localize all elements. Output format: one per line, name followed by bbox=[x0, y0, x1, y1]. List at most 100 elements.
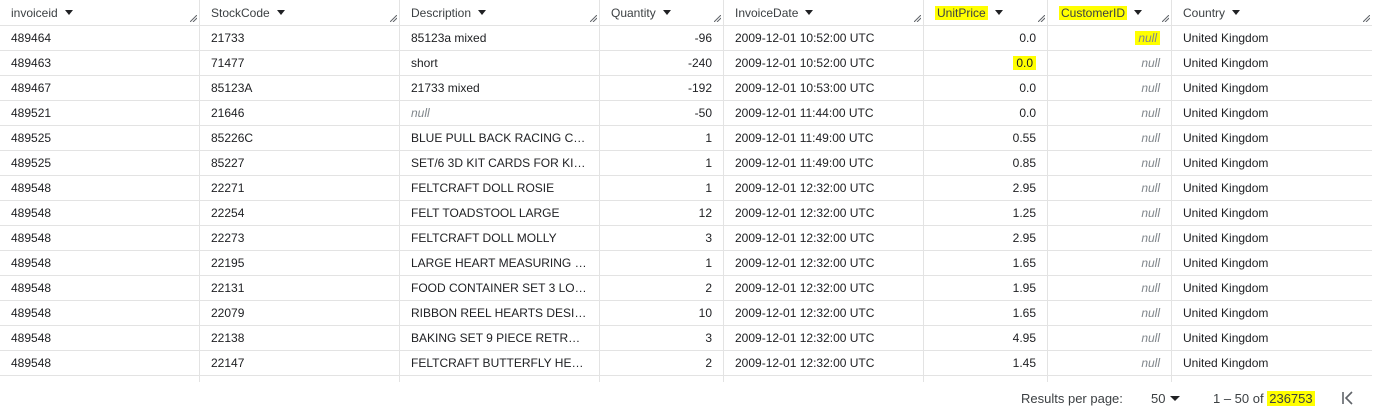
column-header-invoiceid[interactable]: invoiceid bbox=[0, 0, 200, 25]
cell-value: United Kingdom bbox=[1183, 206, 1269, 220]
table-row[interactable]: 489525 85226C BLUE PULL BACK RACING CAR 1 20… bbox=[0, 126, 1372, 151]
cell-value: United Kingdom bbox=[1183, 181, 1269, 195]
cell-stockcode: 71477 bbox=[200, 51, 400, 75]
sort-icon[interactable] bbox=[1134, 10, 1143, 15]
cell-value: short bbox=[411, 56, 438, 70]
cell-value: 489548 bbox=[11, 281, 52, 295]
column-header-customerid[interactable]: CustomerID bbox=[1048, 0, 1172, 25]
cell-quantity: 1 bbox=[600, 126, 724, 150]
cell-value: null bbox=[1141, 256, 1160, 270]
resize-handle-icon[interactable] bbox=[1162, 15, 1169, 22]
cell-value: United Kingdom bbox=[1183, 306, 1269, 320]
cell-value: FELT TOADSTOOL LARGE bbox=[411, 206, 560, 220]
cell-country: United Kingdom bbox=[1172, 176, 1372, 200]
resize-handle-icon[interactable] bbox=[1038, 15, 1045, 22]
table-row[interactable]: 489525 85227 SET/6 3D KIT CARDS FOR KIDS 1 2… bbox=[0, 151, 1372, 176]
cell-stockcode: 85227 bbox=[200, 151, 400, 175]
cell-value: null bbox=[1141, 181, 1160, 195]
cell-quantity: 3 bbox=[600, 326, 724, 350]
cell-value: United Kingdom bbox=[1183, 106, 1269, 120]
first-page-icon[interactable] bbox=[1340, 390, 1356, 406]
sort-icon[interactable] bbox=[662, 10, 671, 15]
table-row[interactable]: 489464 21733 85123a mixed -96 2009-12-01 10:… bbox=[0, 26, 1372, 51]
cell-description: null bbox=[400, 101, 600, 125]
cell-customerid: null bbox=[1048, 326, 1172, 350]
cell-value: FELTCRAFT DOLL MOLLY bbox=[411, 231, 557, 245]
cell-country: United Kingdom bbox=[1172, 76, 1372, 100]
cell-unitprice: 1.65 bbox=[924, 251, 1048, 275]
resize-handle-icon[interactable] bbox=[714, 15, 721, 22]
cell-value: 22131 bbox=[211, 281, 245, 295]
cell-value: United Kingdom bbox=[1183, 256, 1269, 270]
cell-value: 2009-12-01 12:32:00 UTC bbox=[735, 331, 875, 345]
resize-handle-icon[interactable] bbox=[914, 15, 921, 22]
chevron-down-icon bbox=[1170, 395, 1181, 401]
resize-handle-icon[interactable] bbox=[1363, 15, 1370, 22]
cell-stockcode: 22079 bbox=[200, 301, 400, 325]
cell-description: BLUE PULL BACK RACING CAR bbox=[400, 126, 600, 150]
cell-value: 3 bbox=[705, 331, 712, 345]
table-row[interactable]: 489548 22079 RIBBON REEL HEARTS DESIGN 10 20… bbox=[0, 301, 1372, 326]
table-row[interactable]: 489548 22195 LARGE HEART MEASURING SP… 1 200… bbox=[0, 251, 1372, 276]
cell-quantity: 1 bbox=[600, 176, 724, 200]
cell-value: United Kingdom bbox=[1183, 331, 1269, 345]
results-per-page-select[interactable]: 50 bbox=[1151, 391, 1181, 406]
table-row[interactable]: 489548 22138 BAKING SET 9 PIECE RETROSP… 3 2… bbox=[0, 326, 1372, 351]
cell-value: 22079 bbox=[211, 306, 245, 320]
cell-value: 1 bbox=[705, 256, 712, 270]
cell-value: BAKING SET 9 PIECE RETROSP… bbox=[411, 331, 588, 345]
sort-icon[interactable] bbox=[478, 10, 487, 15]
sort-icon[interactable] bbox=[1232, 10, 1241, 15]
resize-handle-icon[interactable] bbox=[590, 15, 597, 22]
resize-handle-icon[interactable] bbox=[390, 15, 397, 22]
cell-customerid: null bbox=[1048, 251, 1172, 275]
cell-customerid: null bbox=[1048, 301, 1172, 325]
cell-value: 489525 bbox=[11, 156, 52, 170]
cell-unitprice: 0.85 bbox=[924, 151, 1048, 175]
cell-customerid: null bbox=[1048, 201, 1172, 225]
column-header-label: StockCode bbox=[211, 5, 270, 20]
table-row[interactable]: 489548 22254 FELT TOADSTOOL LARGE 12 2009-12… bbox=[0, 201, 1372, 226]
cell-value: 1.65 bbox=[1012, 256, 1036, 270]
column-header-quantity[interactable]: Quantity bbox=[600, 0, 724, 25]
column-header-label: Quantity bbox=[611, 5, 656, 20]
cell-value: FOOD CONTAINER SET 3 LOVE… bbox=[411, 281, 588, 295]
cell-invoicedate: 2009-12-01 12:32:00 UTC bbox=[724, 226, 924, 250]
cell-value: 71477 bbox=[211, 56, 245, 70]
table-row[interactable]: 489548 22271 FELTCRAFT DOLL ROSIE 1 2009-12-… bbox=[0, 176, 1372, 201]
cell-invoiceid: 489548 bbox=[0, 326, 200, 350]
cell-value: 2009-12-01 12:32:00 UTC bbox=[735, 206, 875, 220]
cell-invoiceid: 489548 bbox=[0, 276, 200, 300]
cell-stockcode: 21646 bbox=[200, 101, 400, 125]
sort-icon[interactable] bbox=[64, 10, 73, 15]
column-header-unitprice[interactable]: UnitPrice bbox=[924, 0, 1048, 25]
cell-stockcode: 22254 bbox=[200, 201, 400, 225]
table-row[interactable]: 489548 22273 FELTCRAFT DOLL MOLLY 3 2009-12-… bbox=[0, 226, 1372, 251]
cell-unitprice: 0.55 bbox=[924, 126, 1048, 150]
table-row[interactable]: 489521 21646 null -50 2009-12-01 11:44:00 UT… bbox=[0, 101, 1372, 126]
cell-invoicedate: 2009-12-01 10:53:00 UTC bbox=[724, 76, 924, 100]
sort-icon[interactable] bbox=[276, 10, 285, 15]
cell-value: 2009-12-01 10:52:00 UTC bbox=[735, 56, 875, 70]
table-row[interactable]: 489467 85123A 21733 mixed -192 2009-12-01 10… bbox=[0, 76, 1372, 101]
sort-icon[interactable] bbox=[805, 10, 814, 15]
cell-invoicedate: 2009-12-01 12:32:00 UTC bbox=[724, 326, 924, 350]
sort-icon[interactable] bbox=[994, 10, 1003, 15]
resize-handle-icon[interactable] bbox=[190, 15, 197, 22]
cell-quantity: 2 bbox=[600, 351, 724, 375]
table-row[interactable]: 489548 22131 FOOD CONTAINER SET 3 LOVE… 2 20… bbox=[0, 276, 1372, 301]
cell-value: 2009-12-01 12:32:00 UTC bbox=[735, 256, 875, 270]
column-header-stockcode[interactable]: StockCode bbox=[200, 0, 400, 25]
cell-invoicedate: 2009-12-01 11:49:00 UTC bbox=[724, 126, 924, 150]
table-row[interactable]: 489463 71477 short -240 2009-12-01 10:52:00 … bbox=[0, 51, 1372, 76]
pagination-range: 1 – 50 of 236753 bbox=[1213, 390, 1315, 406]
cell-customerid: null bbox=[1048, 26, 1172, 50]
cell-value: 21733 mixed bbox=[411, 81, 480, 95]
column-header-invoicedate[interactable]: InvoiceDate bbox=[724, 0, 924, 25]
column-header-description[interactable]: Description bbox=[400, 0, 600, 25]
cell-value: 2009-12-01 10:53:00 UTC bbox=[735, 81, 875, 95]
table-row[interactable]: 489548 22147 FELTCRAFT BUTTERFLY HEAR… 2 200… bbox=[0, 351, 1372, 376]
column-header-country[interactable]: Country bbox=[1172, 0, 1372, 25]
cell-quantity: 1 bbox=[600, 151, 724, 175]
cell-value: 85123A bbox=[211, 81, 253, 95]
